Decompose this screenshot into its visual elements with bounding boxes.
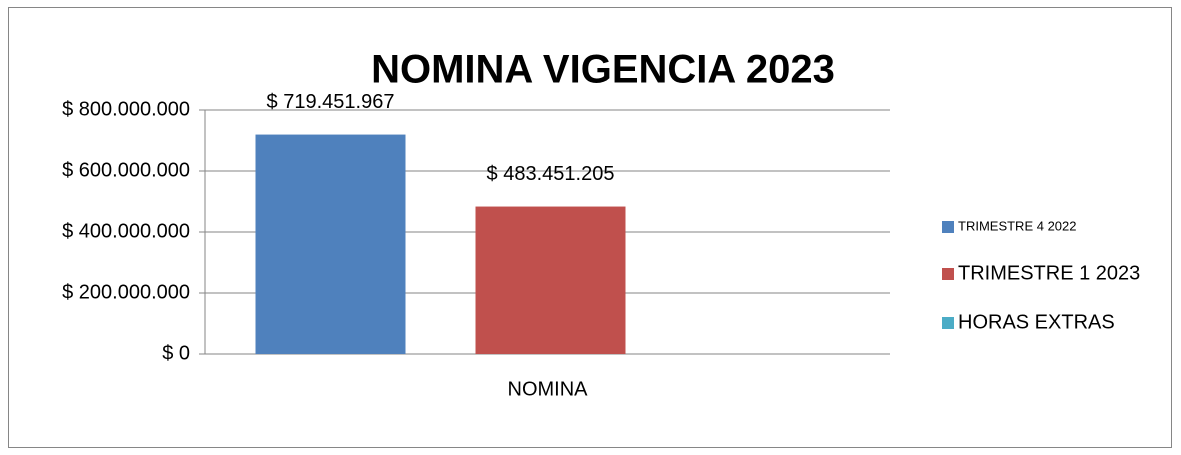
bar (255, 134, 406, 354)
chart-title: NOMINA VIGENCIA 2023 (371, 48, 835, 92)
legend-label: HORAS EXTRAS (958, 311, 1115, 333)
legend-label: TRIMESTRE 1 2023 (958, 262, 1140, 284)
bar (475, 206, 626, 354)
y-tick-label: $ 200.000.000 (62, 281, 190, 303)
data-label: $ 483.451.205 (487, 163, 615, 185)
y-tick-label: $ 0 (162, 342, 190, 364)
y-tick-label: $ 600.000.000 (62, 159, 190, 181)
legend-swatch (942, 268, 954, 280)
legend-swatch (942, 317, 954, 329)
legend-label: TRIMESTRE 4 2022 (958, 218, 1077, 233)
data-label: $ 719.451.967 (267, 91, 395, 113)
x-tick-label: NOMINA (508, 378, 589, 400)
y-tick-label: $ 400.000.000 (62, 220, 190, 242)
y-tick-label: $ 800.000.000 (62, 98, 190, 120)
legend-swatch (942, 221, 954, 233)
